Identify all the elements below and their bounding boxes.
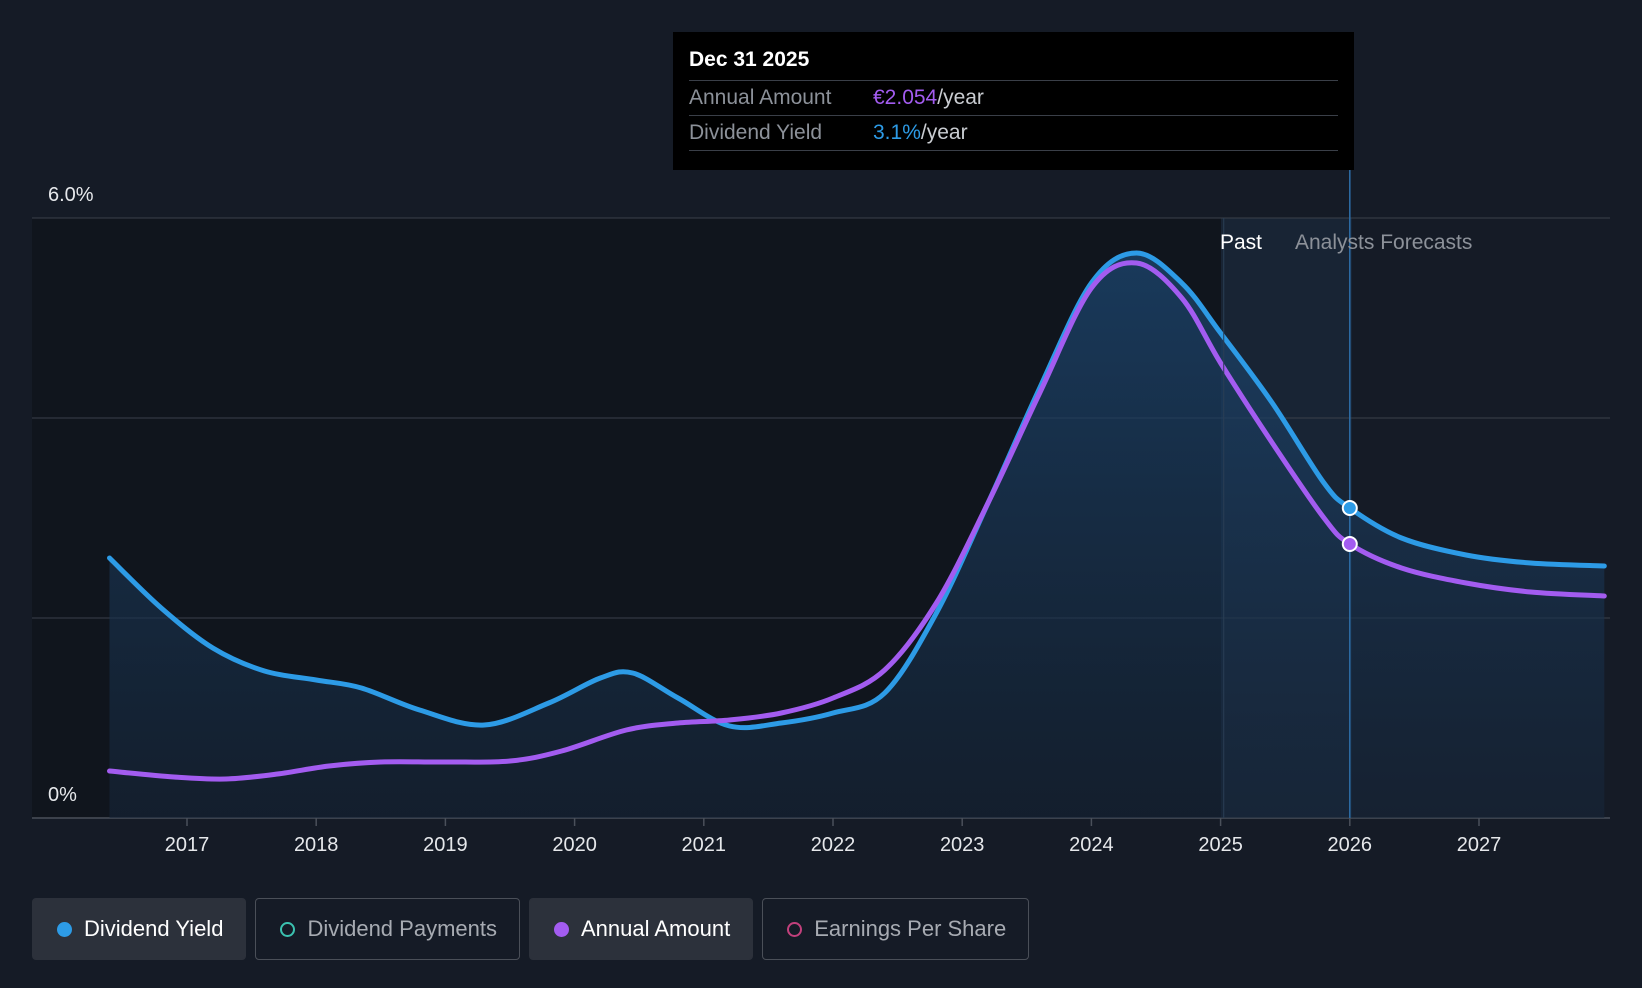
- tooltip: Dec 31 2025 Annual Amount €2.054 /year D…: [673, 32, 1354, 170]
- dividend-yield-line: [107, 250, 1607, 731]
- y-tick-label-zero: 0%: [48, 784, 77, 806]
- forecast-label: Analysts Forecasts: [1295, 231, 1472, 254]
- legend-dividend-yield-button[interactable]: Dividend Yield: [32, 898, 247, 960]
- x-tick-label: 2018: [294, 834, 339, 856]
- x-tick-label: 2027: [1457, 834, 1502, 856]
- legend-dividend-payments-button[interactable]: Dividend Payments: [255, 898, 520, 960]
- x-tick-label: 2023: [940, 834, 985, 856]
- legend: Dividend Yield Dividend Payments Annual …: [32, 898, 1030, 960]
- dividend-yield-dot-icon: [57, 921, 72, 937]
- tooltip-label: Annual Amount: [689, 86, 832, 109]
- legend-label: Dividend Payments: [307, 916, 497, 941]
- x-tick-label: 2017: [165, 834, 210, 856]
- earnings-per-share-ring-icon: [787, 921, 803, 937]
- dividend-payments-ring-icon: [280, 921, 296, 937]
- dividend-yield-hover-point[interactable]: [1341, 500, 1358, 516]
- legend-label: Annual Amount: [580, 916, 731, 941]
- x-tick-label: 2020: [552, 834, 597, 856]
- tooltip-value: €2.054: [873, 86, 938, 109]
- legend-label: Dividend Yield: [84, 916, 224, 941]
- x-tick-label: 2022: [811, 834, 856, 856]
- annual-amount-dot-icon: [553, 921, 569, 937]
- dividend-yield-area: [109, 253, 1605, 818]
- tooltip-date: Dec 31 2025: [689, 48, 810, 71]
- x-tick-label: 2026: [1328, 834, 1373, 856]
- legend-earnings-per-share-button[interactable]: Earnings Per Share: [762, 898, 1030, 960]
- x-tick-label: 2021: [682, 834, 727, 856]
- y-tick-label-top: 6.0%: [48, 184, 94, 206]
- x-tick-label: 2024: [1069, 834, 1114, 856]
- annual-amount-line: [107, 260, 1607, 782]
- tooltip-row-dividend-yield: Dividend Yield 3.1% /year: [689, 115, 1338, 151]
- legend-label: Earnings Per Share: [814, 916, 1007, 941]
- tooltip-unit: /year: [920, 121, 968, 144]
- tooltip-value: 3.1%: [873, 121, 921, 144]
- x-tick-label: 2025: [1198, 834, 1243, 856]
- tooltip-row-annual-amount: Annual Amount €2.054 /year: [689, 80, 1338, 115]
- tooltip-label: Dividend Yield: [689, 121, 823, 144]
- tooltip-unit: /year: [937, 86, 984, 109]
- legend-annual-amount-button[interactable]: Annual Amount: [528, 898, 754, 960]
- past-label: Past: [1220, 231, 1262, 254]
- x-tick-label: 2019: [423, 834, 468, 856]
- annual-amount-hover-point[interactable]: [1341, 536, 1358, 552]
